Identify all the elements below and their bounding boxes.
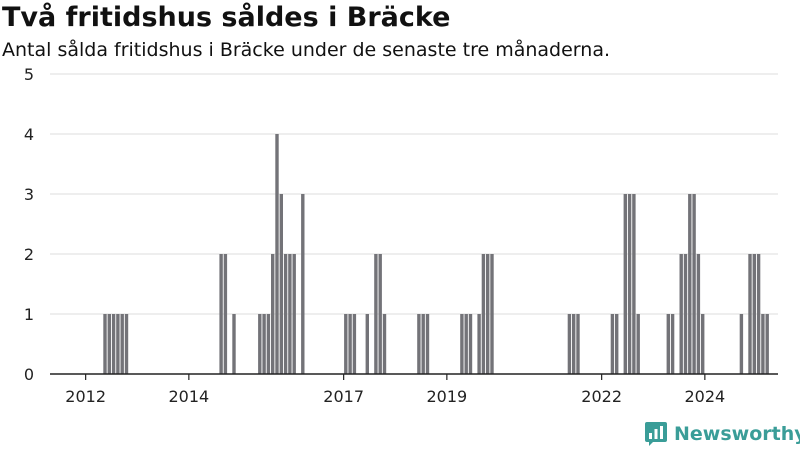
- gridlines: [50, 73, 778, 315]
- bar: [683, 254, 688, 374]
- y-tick-label: 0: [24, 365, 34, 384]
- y-tick-label: 3: [24, 185, 34, 204]
- bar: [615, 314, 619, 374]
- y-tick-label: 1: [24, 305, 34, 324]
- y-tick-label: 4: [24, 125, 34, 144]
- bar: [262, 314, 266, 374]
- x-tick-label: 2022: [581, 387, 622, 406]
- bar: [610, 314, 615, 374]
- x-tick-label: 2012: [65, 387, 106, 406]
- y-tick-label: 2: [24, 245, 34, 264]
- bar: [283, 254, 288, 374]
- bar: [219, 254, 223, 374]
- bar: [116, 314, 120, 374]
- y-tick-label: 5: [24, 65, 34, 84]
- bar: [352, 314, 357, 374]
- bar: [756, 254, 761, 374]
- bar: [107, 314, 111, 374]
- brand-name: Newsworthy: [674, 423, 800, 445]
- bar: [288, 254, 292, 374]
- bar: [748, 254, 752, 374]
- bar: [464, 314, 468, 374]
- bar: [481, 254, 486, 374]
- bar: [232, 314, 236, 374]
- bar: [111, 314, 116, 374]
- bar: [417, 314, 421, 374]
- bar: [103, 314, 107, 374]
- bar: [365, 314, 369, 374]
- bar: [490, 254, 494, 374]
- bar: [486, 254, 490, 374]
- bar: [425, 314, 430, 374]
- x-tick-label: 2019: [426, 387, 467, 406]
- bar: [572, 314, 576, 374]
- bar: [279, 194, 283, 374]
- bar: [374, 254, 378, 374]
- bar: [421, 314, 425, 374]
- x-tick-label: 2017: [323, 387, 364, 406]
- bar: [752, 254, 756, 374]
- bar: [666, 314, 670, 374]
- bar: [266, 314, 271, 374]
- bar: [271, 254, 275, 374]
- bar: [688, 194, 692, 374]
- bar: [567, 314, 572, 374]
- bar: [679, 254, 683, 374]
- bar: [701, 314, 705, 374]
- bar: [670, 314, 675, 374]
- bar: [623, 194, 627, 374]
- bar: [739, 314, 744, 374]
- bar: [627, 194, 632, 374]
- bar: [692, 194, 696, 374]
- bar: [344, 314, 348, 374]
- y-axis: 0 1 2 3 4 5: [24, 65, 34, 384]
- page-subtitle: Antal sålda fritidshus i Bräcke under de…: [2, 39, 610, 61]
- bar: [636, 314, 640, 374]
- bar: [301, 194, 305, 374]
- bar: [382, 314, 387, 374]
- bar: [460, 314, 464, 374]
- bars: [103, 134, 769, 374]
- newsworthy-brand[interactable]: Newsworthy: [644, 419, 800, 449]
- bar: [275, 134, 279, 374]
- bar: [258, 314, 262, 374]
- bar: [468, 314, 473, 374]
- bar: [348, 314, 352, 374]
- x-tick-label: 2014: [168, 387, 209, 406]
- newsworthy-logo-icon: [645, 422, 667, 446]
- bar: [576, 314, 580, 374]
- page-title: Två fritidshus såldes i Bräcke: [2, 2, 451, 33]
- bar: [696, 254, 701, 374]
- bar: [477, 314, 481, 374]
- bar: [120, 314, 124, 374]
- bar: [223, 254, 228, 374]
- x-axis: 2012 2014 2017 2019 2022 2024: [65, 374, 725, 406]
- bar: [761, 314, 765, 374]
- x-tick-label: 2024: [684, 387, 725, 406]
- bar: [632, 194, 636, 374]
- bar: [292, 254, 296, 374]
- bar: [765, 314, 769, 374]
- bar: [378, 254, 382, 374]
- bar: [124, 314, 129, 374]
